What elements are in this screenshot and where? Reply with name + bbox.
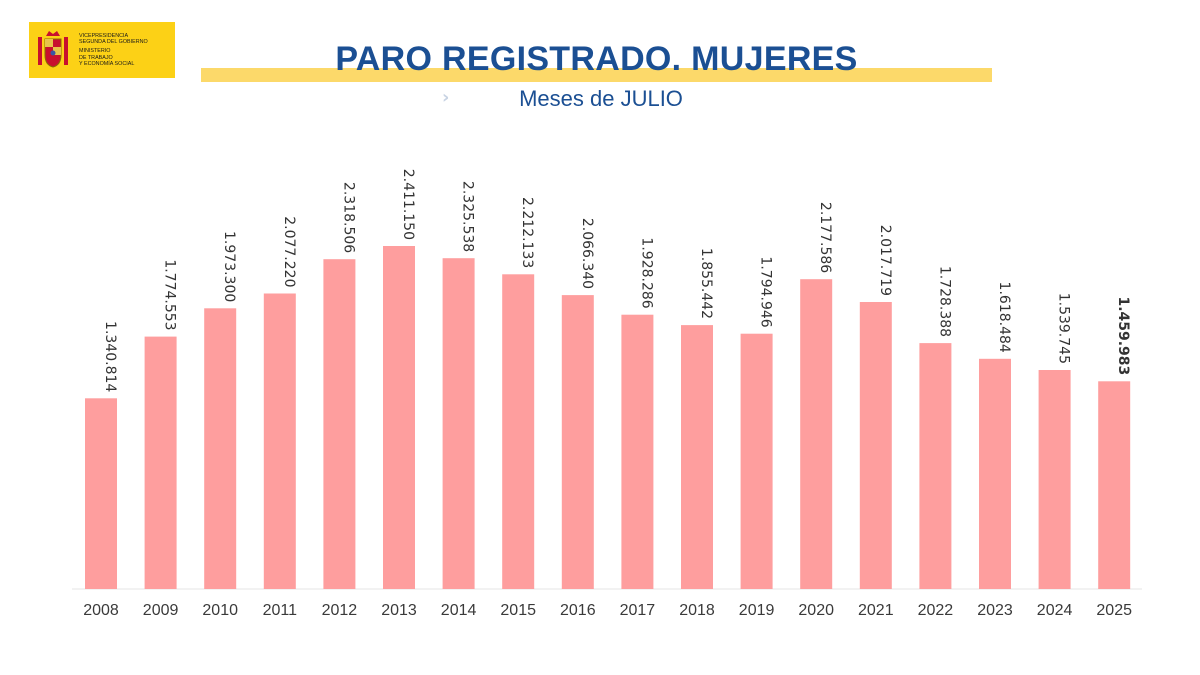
chevron-right-icon: ›	[442, 87, 450, 108]
value-label-2017: 1.928.286	[638, 237, 654, 308]
value-label-2021: 2.017.719	[877, 225, 893, 296]
x-tick-label-2023: 2023	[977, 602, 1013, 619]
value-label-2010: 1.973.300	[221, 231, 237, 302]
bar-2013	[383, 246, 415, 589]
bars-group	[85, 246, 1131, 589]
x-tick-label-2018: 2018	[679, 602, 715, 619]
bar-2016	[561, 295, 594, 589]
x-tick-label-2014: 2014	[441, 602, 477, 619]
bar-2014	[442, 258, 475, 589]
value-label-2022: 1.728.388	[936, 266, 952, 337]
x-tick-labels-group: 2008 2009 2010 2011 2012 2013 2014 2015 2016 2017…	[83, 602, 1132, 619]
value-label-2009: 1.774.553	[162, 259, 178, 330]
x-tick-label-2020: 2020	[798, 602, 834, 619]
x-tick-label-2021: 2021	[858, 602, 894, 619]
value-label-2024: 1.539.745	[1056, 293, 1072, 364]
logo-line: VICEPRESIDENCIA	[79, 32, 129, 39]
bar-2018	[681, 325, 713, 589]
bar-2010	[204, 308, 237, 589]
value-label-2020: 2.177.586	[817, 202, 833, 273]
x-tick-label-2008: 2008	[83, 602, 119, 619]
value-label-2012: 2.318.506	[340, 182, 356, 253]
value-label-2016: 2.066.340	[579, 218, 595, 289]
x-tick-label-2011: 2011	[263, 602, 298, 619]
value-label-2019: 1.794.946	[758, 256, 774, 327]
x-tick-label-2013: 2013	[381, 602, 417, 619]
government-logo: VICEPRESIDENCIA SEGUNDA DEL GOBIERNO MIN…	[29, 22, 175, 78]
title-underline-bar	[201, 68, 992, 82]
value-label-2008: 1.340.814	[102, 321, 118, 392]
value-label-2011: 2.077.220	[281, 216, 297, 287]
bar-2017	[621, 314, 654, 589]
logo-line: Y ECONOMÍA SOCIAL	[79, 60, 135, 67]
bar-2024	[1038, 370, 1071, 589]
bar-2021	[859, 302, 892, 589]
x-tick-label-2015: 2015	[500, 602, 536, 619]
x-tick-label-2024: 2024	[1037, 602, 1073, 619]
x-tick-label-2017: 2017	[620, 602, 656, 619]
bar-2023	[979, 358, 1011, 589]
x-tick-label-2019: 2019	[739, 602, 775, 619]
bar-2019	[740, 333, 773, 589]
logo-text: VICEPRESIDENCIA SEGUNDA DEL GOBIERNO MIN…	[79, 33, 148, 67]
x-tick-label-2012: 2012	[322, 602, 358, 619]
x-tick-label-2025: 2025	[1096, 602, 1132, 619]
bar-2015	[502, 274, 535, 589]
x-tick-label-2010: 2010	[202, 602, 238, 619]
value-label-2015: 2.212.133	[519, 197, 535, 268]
logo-line: MINISTERIO	[79, 48, 111, 55]
value-label-2018: 1.855.442	[698, 248, 714, 319]
bar-2022	[919, 343, 952, 589]
value-label-2025: 1.459.983	[1115, 296, 1131, 375]
bar-2008	[85, 398, 117, 589]
x-tick-label-2009: 2009	[143, 602, 179, 619]
value-label-2014: 2.325.538	[460, 181, 476, 252]
coat-of-arms-icon	[38, 31, 68, 68]
x-tick-label-2022: 2022	[918, 602, 954, 619]
bar-2011	[263, 293, 296, 589]
bar-2009	[144, 336, 177, 589]
slide-title: PARO REGISTRADO. MUJERES	[335, 40, 858, 78]
logo-line: SEGUNDA DEL GOBIERNO	[79, 39, 148, 46]
bar-2025	[1098, 381, 1131, 589]
slide-subtitle: Meses de JULIO	[519, 86, 683, 111]
bar-2012	[323, 259, 356, 589]
bar-2020	[800, 279, 833, 589]
logo-line: DE TRABAJO	[79, 54, 113, 61]
value-labels-group: 1.340.814 1.774.553 1.973.300 2.077.220 2.31…	[102, 169, 1131, 393]
value-label-2023: 1.618.484	[996, 282, 1012, 353]
x-tick-label-2016: 2016	[560, 602, 596, 619]
value-label-2013: 2.411.150	[400, 169, 416, 240]
